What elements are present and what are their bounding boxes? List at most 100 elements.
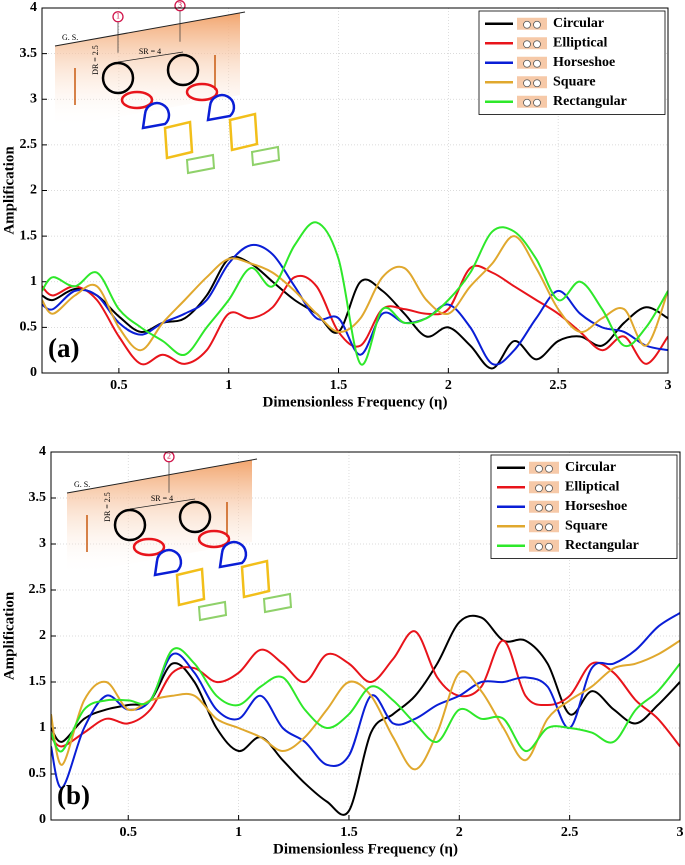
- legend-icon: [545, 464, 553, 473]
- legend-icon: [517, 17, 547, 30]
- legend-label: Rectangular: [553, 94, 627, 109]
- x-tick-label: 1: [225, 378, 232, 393]
- y-tick-label: 1.5: [20, 228, 38, 243]
- x-tick-label: 1: [235, 825, 242, 840]
- legend-icon: [523, 98, 531, 107]
- tunnel-horseshoe: [141, 101, 171, 130]
- tunnel-rectangular: [250, 145, 281, 167]
- spacing-arrow: [117, 51, 184, 63]
- legend-icon: [545, 523, 553, 532]
- tunnel-circular: [166, 53, 200, 87]
- x-tick-label: 2.5: [549, 378, 567, 393]
- tunnel-rectangular: [197, 600, 228, 622]
- series-line: [42, 243, 668, 366]
- legend-icon: [533, 98, 541, 107]
- spacing-ratio: SR = 4: [139, 47, 161, 56]
- legend-label: Circular: [565, 460, 616, 475]
- depth-ratio: DR = 2.5: [91, 45, 100, 75]
- y-tick-label: 1: [30, 274, 37, 289]
- y-tick-label: 3.5: [29, 490, 47, 505]
- legend-icon: [517, 95, 547, 108]
- series-line: [51, 630, 680, 748]
- x-tick-label: 0.5: [119, 825, 137, 840]
- legend-icon: [529, 481, 559, 494]
- legend-icon: [533, 59, 541, 68]
- legend-icon: [517, 56, 547, 69]
- y-tick-label: 4: [39, 444, 46, 459]
- tunnel-square: [228, 112, 259, 152]
- tunnel-elliptical: [197, 529, 231, 549]
- legend-icon: [523, 20, 531, 29]
- axes-frame: [50, 451, 681, 821]
- x-axis-label: Dimensionless Frequency (η): [273, 841, 458, 857]
- legend-icon: [523, 79, 531, 88]
- x-tick-label: 1.5: [340, 825, 358, 840]
- chart-panel: 0 0.5 1 1.5 2 2.5 3 3.5 4 0.5 1 1.5 2 2.5 3 G. S. DR = 2…: [1, 0, 672, 410]
- panel-label: (b): [57, 780, 90, 810]
- legend-icon: [535, 484, 543, 493]
- series-line: [42, 264, 668, 366]
- ground-surface: [66, 458, 258, 494]
- tunnel-square: [240, 559, 271, 599]
- x-tick-label: 3: [665, 378, 672, 393]
- legend-icon: [535, 464, 543, 473]
- tunnel-circular: [101, 61, 135, 95]
- y-tick-label: 1.5: [29, 674, 47, 689]
- legend-icon: [535, 503, 543, 512]
- x-axis-label: Dimensionless Frequency (η): [263, 394, 448, 410]
- tunnel-square: [175, 567, 206, 607]
- tunnel-elliptical: [120, 90, 154, 110]
- legend-icon: [533, 20, 541, 29]
- legend-icon: [517, 76, 547, 89]
- marker-label: 1: [116, 12, 120, 21]
- y-tick-label: 3: [39, 536, 46, 551]
- tunnel-circular: [178, 500, 212, 534]
- y-tick-label: 2: [30, 183, 37, 198]
- spacing-ratio: SR = 4: [151, 494, 173, 503]
- y-tick-label: 3: [30, 91, 37, 106]
- y-tick-label: 0: [39, 812, 46, 827]
- series-line: [42, 221, 668, 366]
- y-axis-label: Amplification: [1, 591, 17, 680]
- tunnel-elliptical: [185, 82, 219, 102]
- y-tick-label: 1: [39, 720, 46, 735]
- tunnel-rectangular: [262, 592, 293, 614]
- series-line: [42, 235, 668, 352]
- y-tick-label: 0: [30, 365, 37, 380]
- x-tick-label: 2: [445, 378, 452, 393]
- legend-label: Horseshoe: [565, 499, 627, 514]
- chart-panel: 0 0.5 1 1.5 2 2.5 3 3.5 4 0.5 1 1.5 2 2.5 3 G. S. DR = 2…: [1, 444, 683, 857]
- x-tick-label: 1.5: [330, 378, 348, 393]
- tunnel-horseshoe: [218, 540, 248, 569]
- ground-label: G. S.: [62, 33, 78, 42]
- legend-icon: [545, 542, 553, 551]
- series-line: [51, 647, 680, 753]
- legend-icon: [517, 37, 547, 50]
- spacing-arrow: [129, 498, 196, 510]
- x-tick-label: 2: [456, 825, 463, 840]
- legend-icon: [533, 79, 541, 88]
- depth-ratio: DR = 2.5: [103, 492, 112, 522]
- y-tick-label: 2: [39, 628, 46, 643]
- ground-surface: [54, 11, 246, 47]
- tunnel-rectangular: [185, 153, 216, 175]
- tunnel-horseshoe: [206, 93, 236, 122]
- legend-icon: [533, 40, 541, 49]
- y-tick-label: 0.5: [20, 320, 38, 335]
- y-tick-label: 4: [30, 0, 37, 15]
- legend-icon: [529, 520, 559, 533]
- y-tick-label: 0.5: [29, 766, 47, 781]
- legend-label: Elliptical: [553, 35, 608, 50]
- series-line: [51, 639, 680, 771]
- legend-icon: [529, 461, 559, 474]
- axes-frame: [41, 7, 669, 374]
- legend-icon: [545, 503, 553, 512]
- legend-label: Square: [553, 74, 596, 89]
- y-tick-label: 3.5: [20, 46, 38, 61]
- y-tick-label: 2.5: [29, 582, 47, 597]
- tunnel-elliptical: [132, 537, 166, 557]
- legend-icon: [535, 542, 543, 551]
- legend-label: Elliptical: [565, 479, 620, 494]
- legend-label: Horseshoe: [553, 55, 615, 70]
